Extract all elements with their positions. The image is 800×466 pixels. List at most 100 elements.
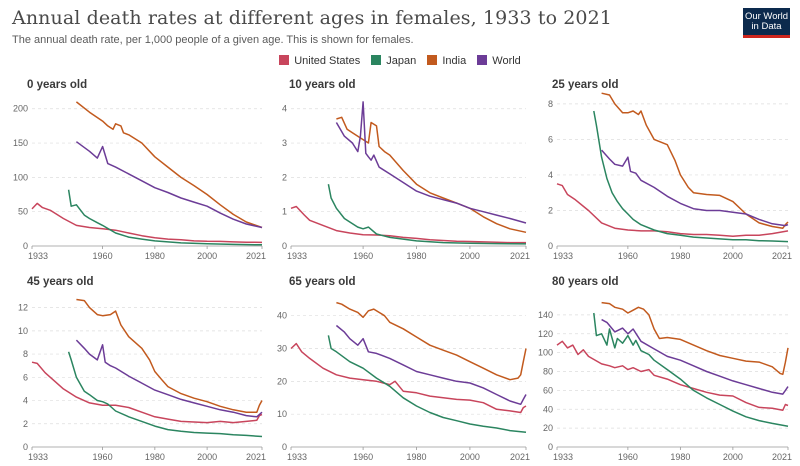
y-tick-label: 80 [543,367,553,377]
y-tick-label: 4 [548,170,553,180]
y-tick-label: 40 [543,404,553,414]
x-tick-label: 2000 [723,452,743,462]
x-tick-label: 1980 [145,251,165,261]
series-line-united-states [556,340,789,411]
logo-line-1: Our World [744,11,789,22]
x-tick-label: 1960 [93,452,113,462]
legend-swatch [427,55,438,65]
legend: United States Japan India World [0,55,800,67]
y-tick-label: 50 [18,207,28,217]
y-tick-label: 140 [538,310,553,320]
y-tick-label: 0 [23,241,28,251]
x-tick-label: 1960 [353,452,373,462]
series-line-india [75,101,263,229]
y-tick-label: 2 [548,205,553,215]
x-tick-label: 1933 [28,251,48,261]
series-line-india [601,92,789,229]
legend-item-japan[interactable]: Japan [371,55,416,67]
x-tick-label: 2000 [723,251,743,261]
series-line-world [335,324,527,406]
y-tick-label: 60 [543,385,553,395]
y-tick-label: 0 [548,442,553,452]
panel-title: 45 years old [27,276,93,288]
logo-line-2: in Data [751,21,782,32]
series-line-india [601,301,789,376]
y-tick-label: 10 [277,409,287,419]
legend-item-india[interactable]: India [427,55,466,67]
legend-item-united-states[interactable]: United States [279,55,360,67]
legend-label: United States [294,55,361,67]
panel-5: 65 years old 0 10 20 30 40 1933 1960 1980 2000 202… [277,276,530,462]
series-line-united-states [31,361,263,424]
series-line-united-states [290,342,527,414]
x-tick-label: 1980 [670,251,690,261]
series-line-world [335,101,527,224]
x-tick-label: 1960 [353,251,373,261]
y-tick-label: 12 [18,303,28,313]
y-tick-label: 1 [282,207,287,217]
y-tick-label: 3 [282,138,287,148]
owid-logo[interactable]: Our World in Data [743,8,790,38]
x-tick-label: 1980 [406,251,426,261]
y-tick-label: 6 [548,134,553,144]
y-tick-label: 100 [538,348,553,358]
panel-title: 65 years old [289,276,355,288]
y-tick-label: 20 [277,376,287,386]
legend-label: Japan [386,55,417,67]
series-line-world [75,339,263,418]
series-line-world [601,149,789,227]
chart-title: Annual death rates at different ages in … [12,7,612,29]
series-line-japan [67,351,263,438]
y-tick-label: 0 [282,241,287,251]
panel-2: 10 years old 0 1 2 3 4 1933 1960 1980 2000 2021 [282,79,530,261]
x-tick-label: 2021 [510,251,530,261]
y-tick-label: 150 [13,138,28,148]
y-tick-label: 2 [282,172,287,182]
y-tick-label: 6 [23,372,28,382]
y-tick-label: 40 [277,311,287,321]
y-tick-label: 8 [548,99,553,109]
y-tick-label: 4 [282,104,287,114]
x-tick-label: 1980 [145,452,165,462]
x-tick-label: 2000 [197,452,217,462]
y-tick-label: 0 [23,442,28,452]
x-tick-label: 1960 [618,452,638,462]
x-tick-label: 1980 [406,452,426,462]
x-tick-label: 2021 [246,251,266,261]
panel-6: 80 years old 0 20 40 60 80 100 120 140 1933 1960 19… [538,276,792,462]
series-line-united-states [290,205,526,244]
x-tick-label: 2000 [197,251,217,261]
x-tick-label: 2021 [772,452,792,462]
x-tick-label: 2000 [460,251,480,261]
legend-swatch [477,55,488,65]
x-tick-label: 1980 [670,452,690,462]
panel-title: 80 years old [552,276,618,288]
series-line-japan [67,189,263,246]
panel-1: 0 years old 0 50 100 150 200 1933 1960 1980 2000 2… [13,79,266,261]
legend-swatch [371,55,382,65]
y-tick-label: 10 [18,326,28,336]
x-tick-label: 1933 [553,452,573,462]
legend-label: World [492,55,521,67]
series-line-japan [327,184,527,245]
series-line-japan [327,335,527,433]
series-line-india [76,298,263,413]
series-line-world [75,141,263,229]
series-line-india [336,116,527,234]
series-line-japan [593,110,789,243]
panel-title: 25 years old [552,79,618,91]
series-line-united-states [556,183,789,237]
x-tick-label: 1960 [618,251,638,261]
legend-item-world[interactable]: World [477,55,521,67]
y-tick-label: 4 [23,396,28,406]
x-tick-label: 2021 [510,452,530,462]
panel-3: 25 years old 0 2 4 6 8 1933 1960 1980 2000 2021 [548,79,792,261]
x-tick-label: 1933 [28,452,48,462]
x-tick-label: 2021 [246,452,266,462]
series-line-india [336,301,527,381]
y-tick-label: 0 [282,442,287,452]
y-tick-label: 200 [13,104,28,114]
y-tick-label: 100 [13,172,28,182]
x-tick-label: 1933 [553,251,573,261]
